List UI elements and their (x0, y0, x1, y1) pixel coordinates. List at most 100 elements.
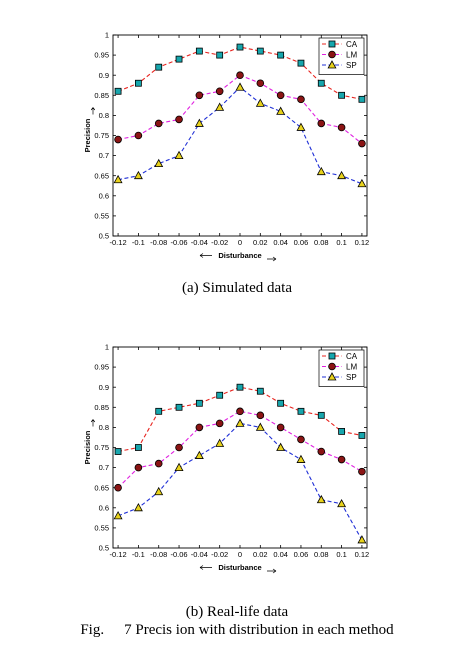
legend-marker-ca (328, 352, 336, 360)
data-point-ca (317, 411, 325, 419)
data-point-lm (114, 483, 122, 492)
data-point-ca (114, 87, 122, 95)
y-tick-label: 0.5 (99, 232, 109, 241)
data-point-ca (358, 432, 366, 439)
data-point-sp (337, 498, 347, 508)
x-tick-label: 0 (238, 238, 242, 247)
x-tick-label: -0.08 (150, 238, 167, 247)
data-point-lm (256, 79, 265, 88)
series-sp (113, 418, 367, 544)
data-point-sp (276, 442, 286, 451)
series-line-sp (117, 422, 363, 541)
legend-marker-lm (328, 362, 336, 371)
data-point-ca (134, 444, 142, 451)
y-axis-arrow-icon (90, 107, 96, 115)
x-tick-label: -0.04 (191, 238, 208, 247)
y-tick-label: 0.95 (94, 363, 109, 372)
series-ca (114, 43, 366, 103)
y-tick-label: 0.7 (99, 463, 109, 472)
data-point-ca (338, 91, 346, 99)
x-tick-label: 0.02 (253, 550, 268, 559)
legend-marker-sp (327, 372, 337, 381)
data-point-lm (154, 119, 163, 128)
x-tick-label: -0.06 (170, 238, 187, 247)
x-tick-label: 0.1 (336, 238, 346, 247)
data-point-lm (276, 423, 285, 432)
data-point-sp (276, 106, 286, 115)
data-point-lm (337, 455, 346, 464)
data-point-sp (174, 150, 184, 160)
data-point-lm (154, 459, 163, 468)
data-point-ca (114, 448, 122, 455)
y-tick-label: 0.6 (99, 503, 109, 512)
x-tick-label: 0.04 (273, 550, 288, 559)
data-point-lm (175, 115, 183, 124)
x-axis-arrow-left-icon (199, 565, 212, 570)
figure-caption-text: 7 Precis ion with distribution in each m… (124, 622, 394, 638)
x-tick-label: 0.08 (314, 550, 329, 559)
data-point-sp (357, 535, 367, 544)
data-point-sp (235, 418, 245, 427)
x-axis-label: Disturbance (218, 563, 261, 572)
data-point-sp (154, 158, 164, 168)
figure-caption-label: Fig. (80, 622, 105, 638)
y-tick-label: 1 (105, 343, 109, 352)
data-point-sp (255, 422, 265, 431)
legend-label-lm: LM (346, 363, 357, 372)
legend-marker-ca (328, 40, 336, 48)
x-tick-label: -0.12 (110, 238, 127, 247)
data-point-ca (277, 399, 285, 407)
data-point-sp (296, 454, 306, 463)
legend-label-lm: LM (346, 51, 357, 60)
caption-simulated: (a) Simulated data (182, 280, 292, 296)
data-point-lm (236, 71, 244, 79)
data-point-lm (215, 419, 224, 428)
y-tick-label: 0.85 (94, 91, 109, 100)
y-tick-label: 0.55 (94, 212, 109, 221)
figure-caption: Fig. 7 Precis ion with distribution in ea… (0, 623, 474, 638)
data-point-ca (134, 79, 142, 87)
x-tick-label: -0.04 (191, 550, 208, 559)
legend-marker-sp (327, 60, 337, 69)
y-axis-label: Precision (83, 430, 92, 464)
data-point-ca (256, 47, 264, 55)
x-tick-label: 0 (238, 550, 242, 559)
y-tick-label: 0.55 (94, 524, 109, 533)
data-point-sp (133, 170, 143, 180)
data-point-lm (297, 95, 305, 104)
x-tick-label: -0.1 (132, 550, 145, 559)
series-lm (114, 71, 366, 148)
y-tick-label: 0.8 (99, 423, 109, 432)
x-tick-label: 0.06 (294, 238, 309, 247)
x-tick-label: 0.06 (294, 550, 309, 559)
y-tick-label: 0.75 (94, 131, 109, 140)
data-point-ca (195, 399, 203, 407)
data-point-ca (175, 403, 183, 411)
data-point-lm (195, 91, 204, 100)
y-tick-label: 0.5 (99, 544, 109, 553)
data-point-sp (235, 82, 245, 91)
data-point-ca (297, 407, 305, 415)
x-axis-arrow-right-icon (267, 256, 277, 262)
y-tick-label: 0.6 (99, 191, 109, 200)
data-point-ca (216, 51, 224, 59)
x-tick-label: 0.12 (355, 550, 370, 559)
data-point-lm (114, 135, 122, 144)
chart-real-life: 0.5 0.55 0.6 0.65 0.7 0.75 0.8 0.85 0.9 0.95 1 -0.1… (83, 343, 370, 574)
legend-label-ca: CA (346, 40, 358, 49)
data-point-lm (215, 87, 224, 96)
data-point-ca (338, 428, 346, 435)
y-tick-label: 0.85 (94, 403, 109, 412)
x-tick-label: -0.02 (211, 238, 228, 247)
y-tick-label: 0.8 (99, 111, 109, 120)
data-point-sp (316, 166, 326, 176)
y-tick-label: 0.65 (94, 171, 109, 180)
y-tick-label: 1 (105, 31, 109, 40)
data-point-lm (134, 463, 143, 472)
legend-label-sp: SP (346, 61, 357, 70)
x-tick-label: 0.08 (314, 238, 329, 247)
data-point-ca (256, 387, 264, 395)
x-tick-label: -0.06 (170, 550, 187, 559)
